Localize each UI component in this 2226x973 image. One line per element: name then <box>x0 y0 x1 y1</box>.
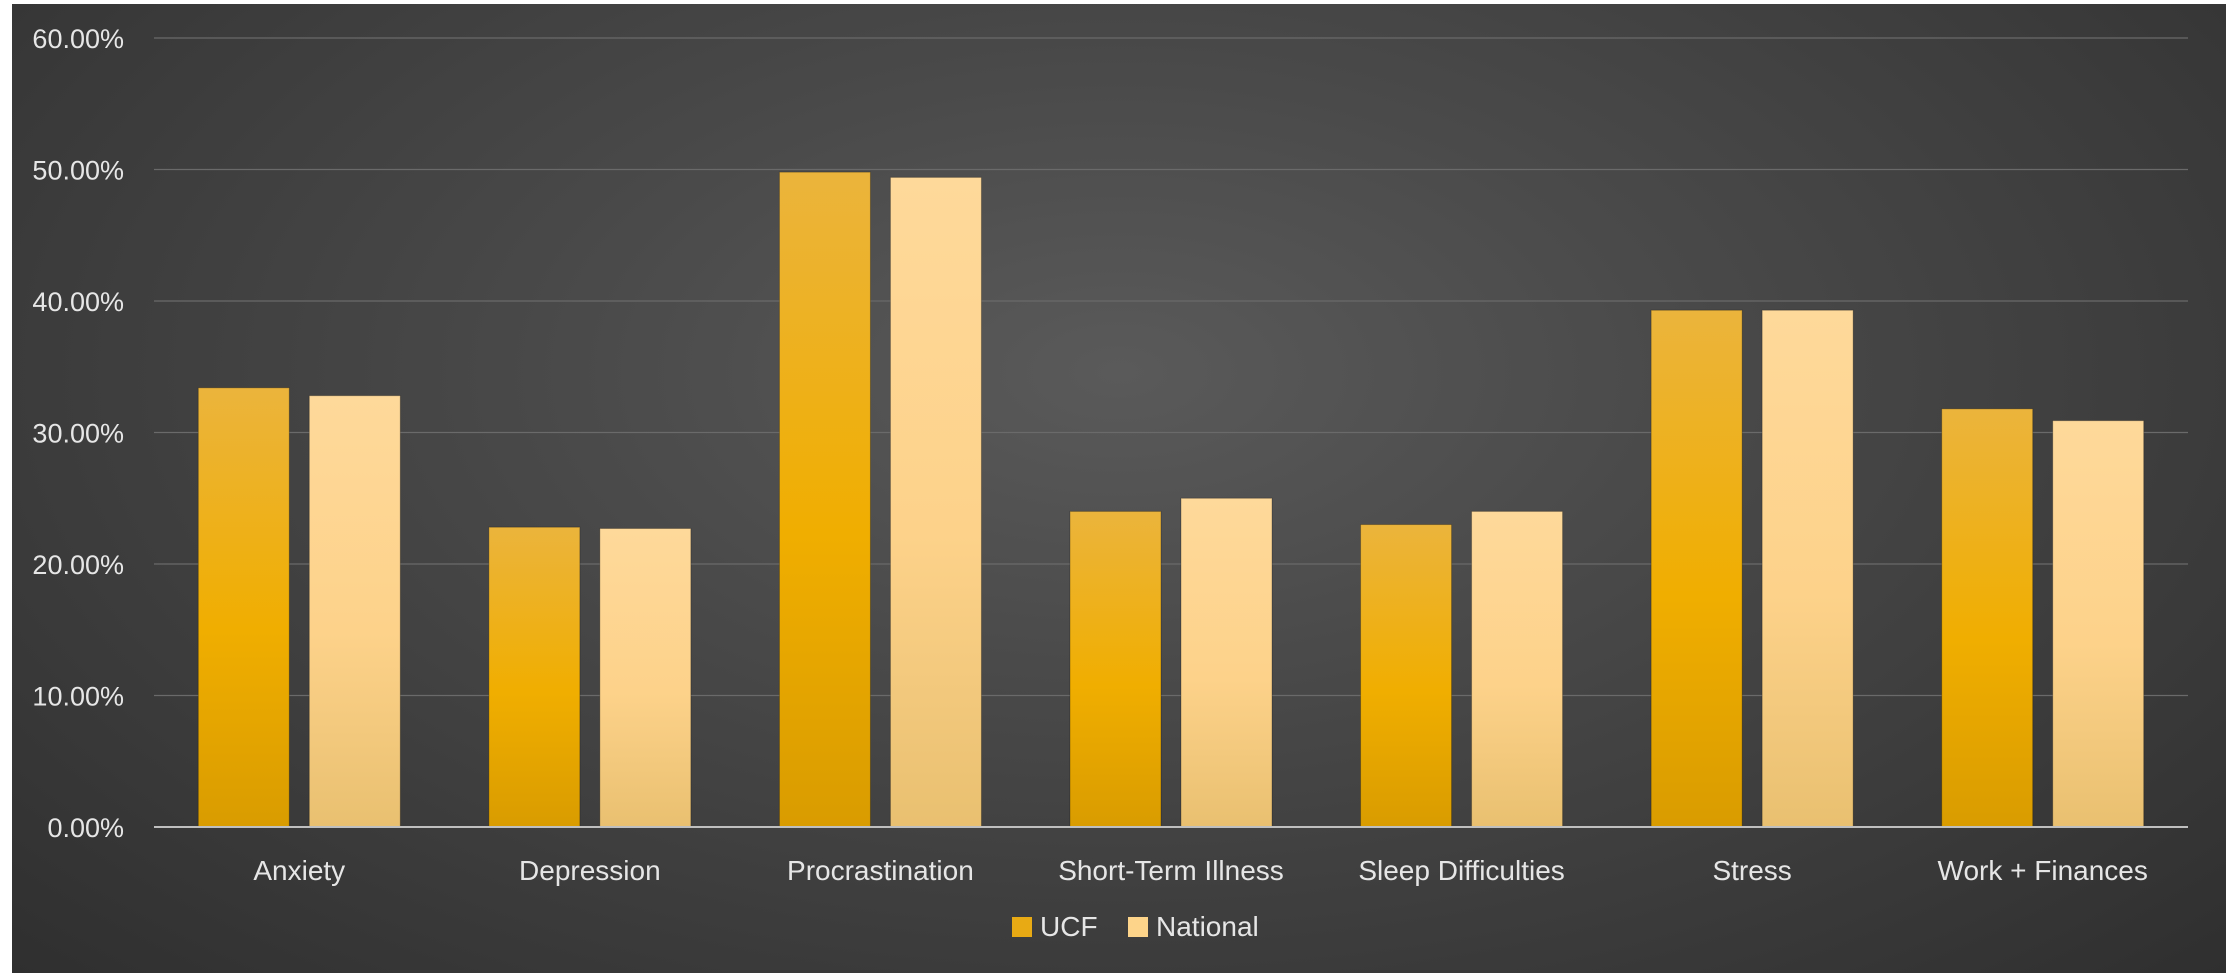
bar-ucf-4 <box>1360 524 1453 828</box>
y-tick-label: 50.00% <box>32 156 124 186</box>
bar-chart: 0.00% 10.00% 20.00% 30.00% 40.00% 50.00% 60.00… <box>32 24 2188 942</box>
chart-frame: 0.00% 10.00% 20.00% 30.00% 40.00% 50.00% 60.00… <box>12 4 2226 973</box>
bar-ucf-5 <box>1650 309 1743 828</box>
y-tick-label: 60.00% <box>32 24 124 54</box>
y-tick-label: 20.00% <box>32 550 124 580</box>
x-tick-label: Work + Finances <box>1938 855 2148 886</box>
y-tick-label: 10.00% <box>32 682 124 712</box>
bars <box>197 171 2145 828</box>
y-tick-label: 0.00% <box>47 813 124 843</box>
bar-national-6 <box>2052 420 2145 828</box>
bar-national-1 <box>599 527 692 828</box>
bar-national-2 <box>889 176 982 828</box>
bar-ucf-0 <box>197 387 290 828</box>
x-axis-ticks: Anxiety Depression Procrastination Short-Te… <box>253 855 2148 886</box>
legend-item-national: National <box>1128 911 1259 942</box>
bar-national-0 <box>308 395 401 828</box>
x-tick-label: Short-Term Illness <box>1058 855 1284 886</box>
y-tick-label: 30.00% <box>32 419 124 449</box>
legend-label: National <box>1156 911 1259 942</box>
gridlines <box>154 37 2188 697</box>
bar-ucf-2 <box>778 171 871 828</box>
x-tick-label: Depression <box>519 855 661 886</box>
legend: UCF National <box>1012 911 1259 942</box>
x-tick-label: Procrastination <box>787 855 974 886</box>
y-axis-ticks: 0.00% 10.00% 20.00% 30.00% 40.00% 50.00% 60.00… <box>32 24 124 843</box>
bar-national-3 <box>1180 497 1273 828</box>
legend-swatch <box>1012 917 1032 937</box>
x-tick-label: Anxiety <box>253 855 345 886</box>
bar-national-5 <box>1761 309 1854 828</box>
y-tick-label: 40.00% <box>32 287 124 317</box>
bar-ucf-6 <box>1941 408 2034 828</box>
legend-label: UCF <box>1040 911 1098 942</box>
legend-swatch <box>1128 917 1148 937</box>
x-tick-label: Sleep Difficulties <box>1358 855 1564 886</box>
x-tick-label: Stress <box>1712 855 1791 886</box>
bar-national-4 <box>1471 510 1564 828</box>
bar-ucf-3 <box>1069 510 1162 828</box>
bar-ucf-1 <box>488 526 581 828</box>
legend-item-ucf: UCF <box>1012 911 1098 942</box>
